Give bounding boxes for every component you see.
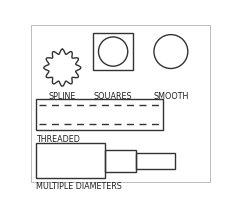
Bar	[36, 144, 106, 178]
Text: THREADED: THREADED	[36, 134, 80, 143]
Text: SMOOTH: SMOOTH	[153, 91, 188, 100]
Text: SPLINE: SPLINE	[49, 91, 76, 100]
Bar	[106, 150, 136, 172]
Bar	[93, 34, 133, 71]
Text: MULTIPLE DIAMETERS: MULTIPLE DIAMETERS	[36, 181, 122, 190]
Bar	[136, 153, 175, 169]
Bar	[36, 100, 163, 130]
Text: SQUARES: SQUARES	[94, 91, 133, 100]
